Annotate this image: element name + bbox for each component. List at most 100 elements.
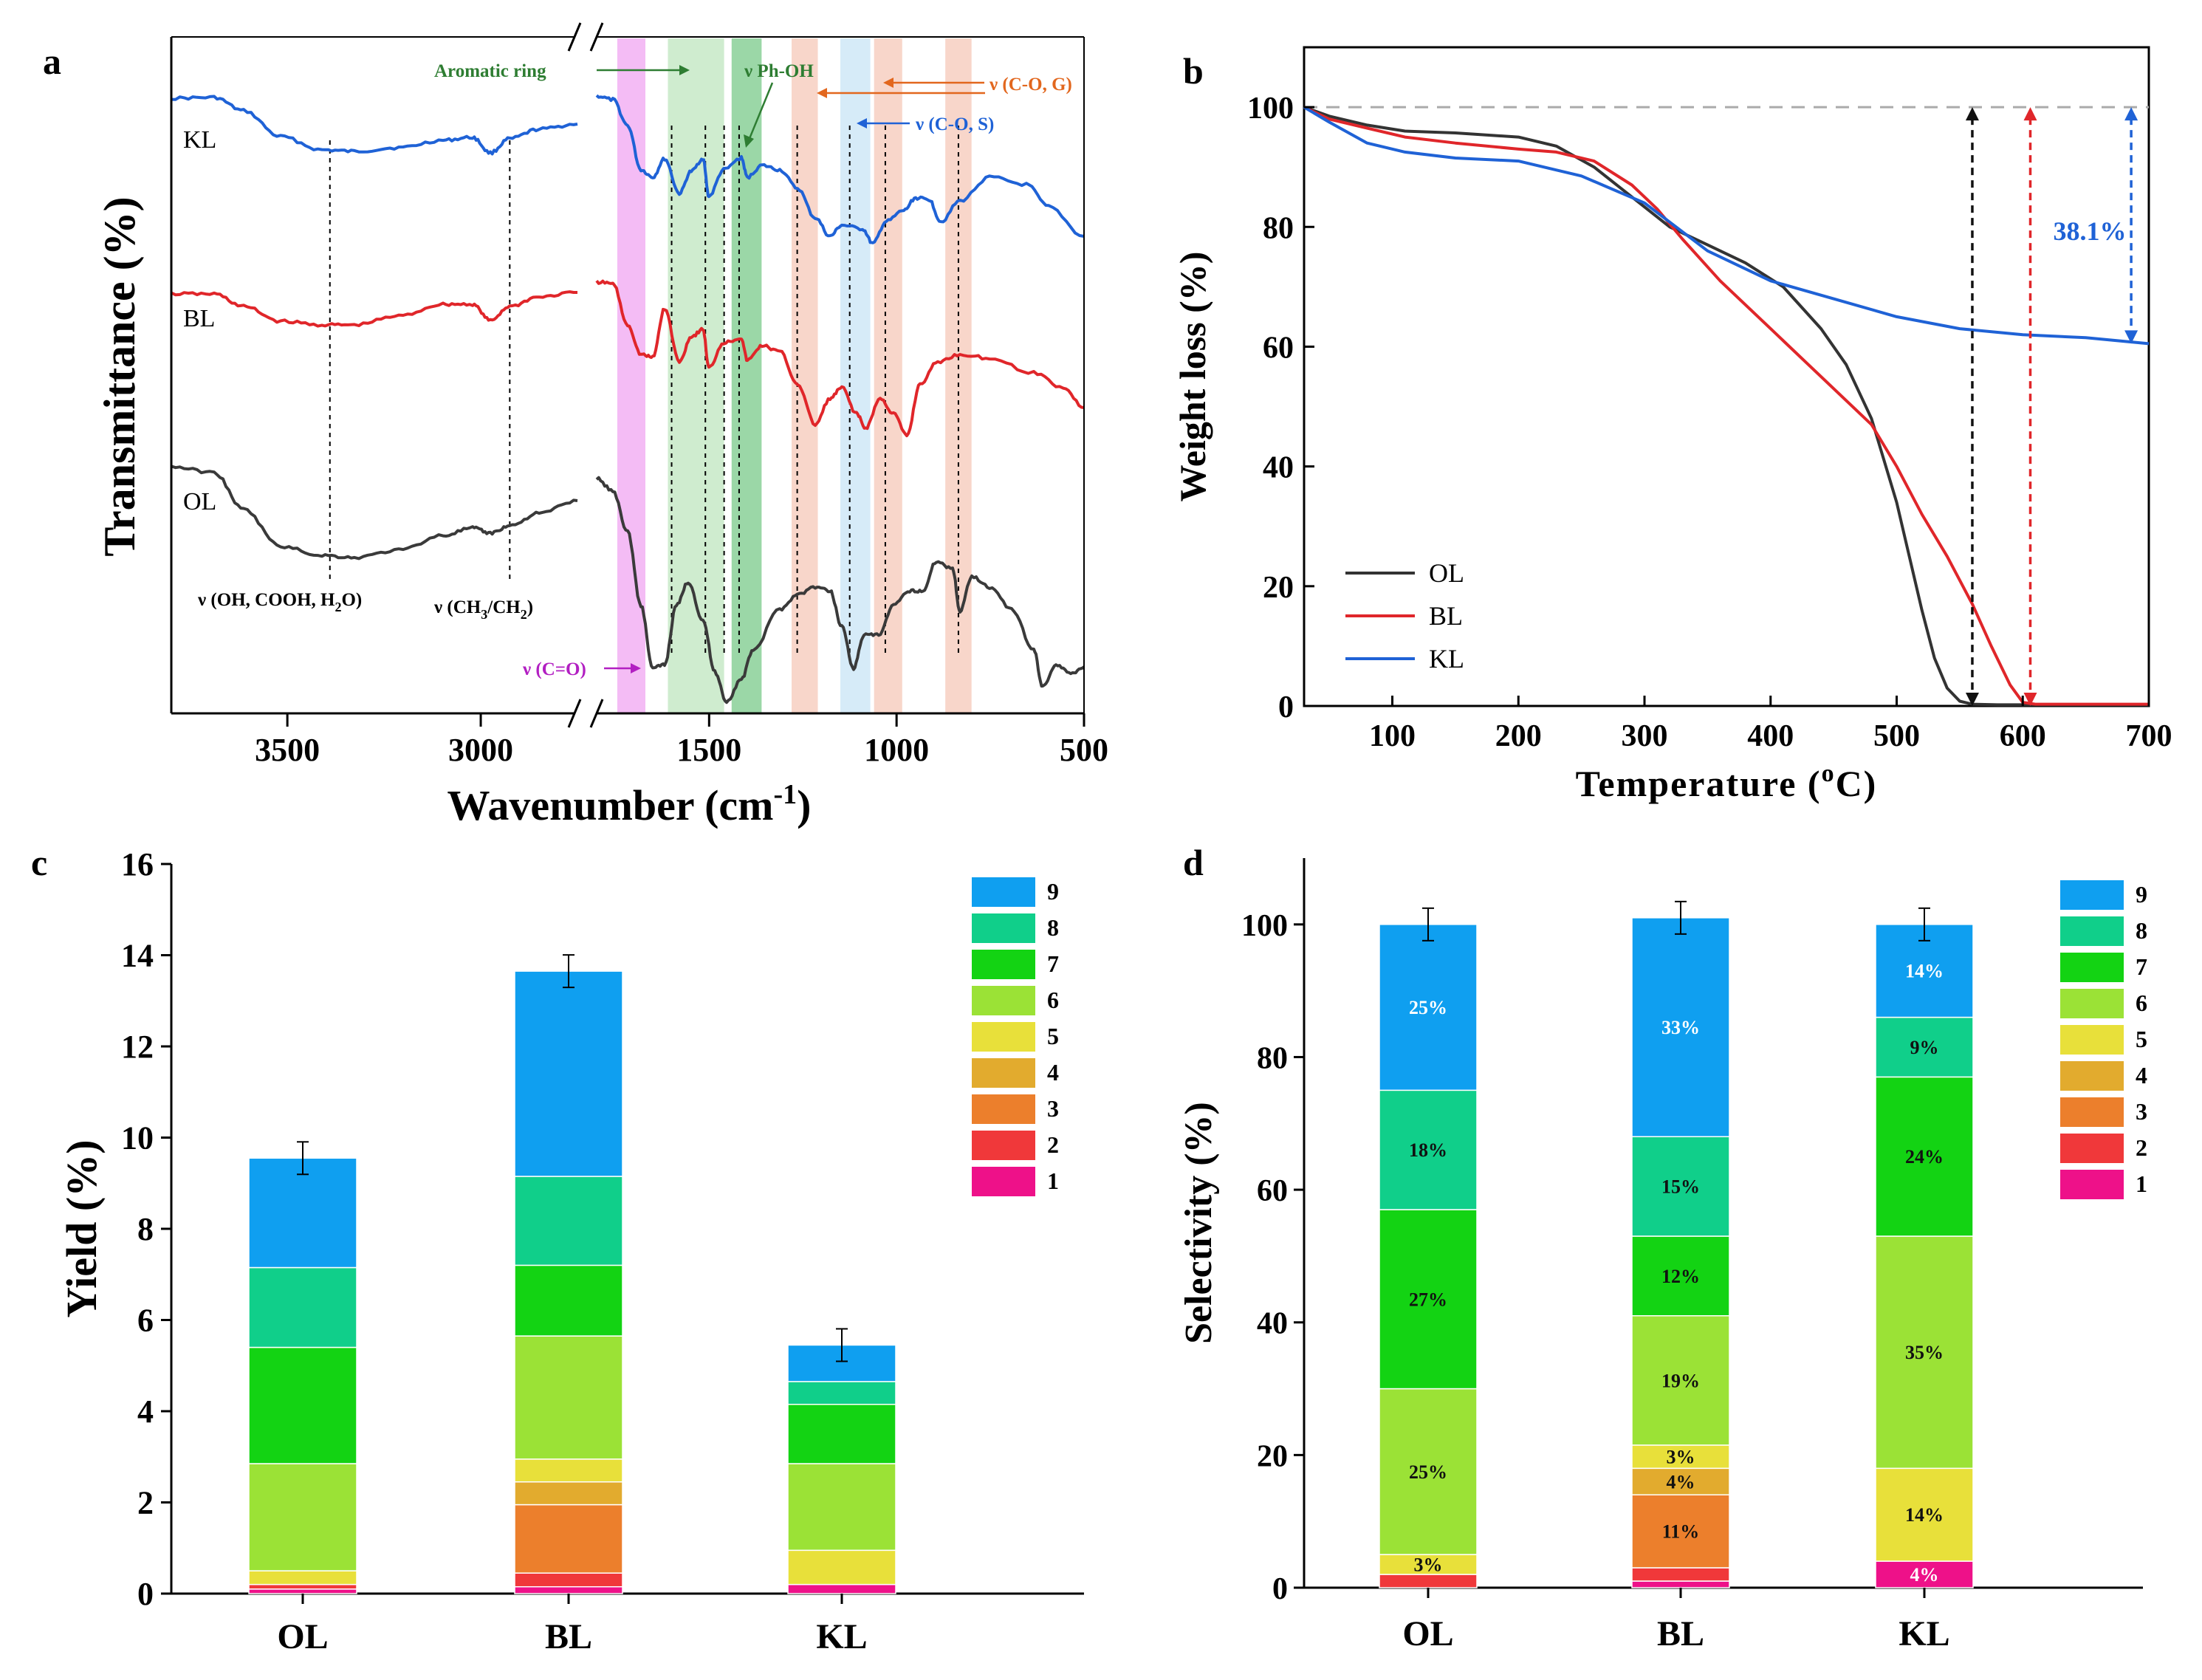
- ftir-y-axis-title: Transmittance (%): [95, 196, 144, 556]
- bar-kl-5: [1875, 1467, 1974, 1562]
- bar-label-kl-1: 4%: [1910, 1564, 1939, 1585]
- bar-ol-8: [248, 1266, 357, 1348]
- ftir-curve-kl: [171, 94, 1085, 244]
- legend-swatch-7: [972, 950, 1035, 979]
- yield-bars: [248, 954, 896, 1594]
- ftir-x-ticks: 3500 3000 1500 1000 500: [255, 713, 1108, 768]
- y-tick-label-20: 20: [1257, 1439, 1288, 1473]
- bar-label-bl-6: 19%: [1661, 1370, 1700, 1391]
- x-tick-label-bl: BL: [545, 1617, 592, 1656]
- bar-kl-7: [1875, 1076, 1974, 1237]
- bar-bl-8: [1631, 1136, 1730, 1237]
- legend-label-2: 2: [2136, 1134, 2147, 1161]
- band-4: [840, 38, 871, 713]
- bar-bl-7: [514, 1264, 623, 1337]
- bar-label-bl-8: 15%: [1661, 1176, 1700, 1198]
- ftir-x-tick-label-3000: 3000: [448, 732, 513, 768]
- y-tick-label-60: 60: [1257, 1174, 1288, 1208]
- ftir-curve-bl: [171, 279, 1085, 438]
- legend-label-9: 9: [2136, 881, 2147, 908]
- ftir-chart: 3500 3000 1500 1000 500 Wavenumber (cm-1) Tr…: [95, 22, 1108, 829]
- tga-x-tick-label-600: 600: [2000, 719, 2046, 753]
- tga-curve-bl: [1303, 106, 2149, 706]
- tga-y-tick-label-80: 80: [1263, 211, 1294, 245]
- legend-swatch-6: [2060, 989, 2124, 1018]
- bar-bl-1: [1631, 1580, 1730, 1588]
- legend-label-5: 5: [2136, 1026, 2147, 1052]
- band-0: [617, 38, 645, 713]
- y-tick-label-14: 14: [121, 938, 154, 974]
- selectivity-bars: 3% 25% 27% 18% 25% 11% 4% 3% 19% 12% 15% 33% 4% 14% 35…: [1379, 900, 1974, 1588]
- bar-ol-6: [1379, 1388, 1478, 1555]
- legend-label-3: 3: [1047, 1095, 1059, 1122]
- tga-x-tick-label-400: 400: [1747, 719, 1794, 753]
- annotation-c-o: ν (C=O): [522, 659, 586, 679]
- x-tick-label-ol: OL: [277, 1617, 328, 1656]
- legend-swatch-5: [972, 1022, 1035, 1052]
- panel-label-a: a: [43, 41, 61, 82]
- bar-kl-5: [787, 1549, 896, 1585]
- annotation-ph-oh: ν Ph-OH: [744, 61, 814, 81]
- ftir-peak-lines: [329, 126, 959, 657]
- yield-y-axis-title: Yield (%): [58, 1139, 106, 1317]
- legend-label-6: 6: [1047, 987, 1059, 1013]
- x-tick-label-ol: OL: [1402, 1614, 1453, 1653]
- y-tick-label-10: 10: [121, 1120, 154, 1156]
- legend-swatch-8: [972, 913, 1035, 943]
- tga-arrow-ol-head-bottom: [1965, 693, 1979, 706]
- bar-bl-6: [514, 1335, 623, 1460]
- arrowhead-co-g-2: [817, 88, 827, 98]
- bar-label-ol-9: 25%: [1409, 997, 1447, 1018]
- y-tick-label-16: 16: [121, 846, 154, 882]
- bar-label-bl-9: 33%: [1661, 1017, 1700, 1038]
- bar-label-ol-5: 3%: [1414, 1554, 1443, 1576]
- tga-annotation-38-1: 38.1%: [2054, 216, 2127, 246]
- ftir-x-tick-label-1500: 1500: [676, 732, 741, 768]
- legend-swatch-1: [972, 1167, 1035, 1196]
- bar-label-kl-7: 24%: [1905, 1146, 1944, 1168]
- tga-x-axis-title: Temperature (oC): [1576, 760, 1878, 804]
- tga-curve-kl: [1303, 106, 2150, 346]
- tga-y-tick-label-60: 60: [1263, 331, 1294, 365]
- bar-label-ol-7: 27%: [1409, 1289, 1447, 1310]
- tga-ticks: 100 200 300 400 500 600 700 0 20 40 60 80 100: [1247, 92, 2172, 753]
- legend-label-3: 3: [2136, 1098, 2147, 1125]
- tga-x-tick-label-300: 300: [1622, 719, 1668, 753]
- bar-ol-7: [248, 1346, 357, 1464]
- arrowhead-c-o: [631, 663, 641, 673]
- yield-legend: 9 8 7 6 5 4 3 2 1: [972, 877, 1059, 1196]
- bar-ol-6: [248, 1463, 357, 1571]
- legend-label-6: 6: [2136, 990, 2147, 1016]
- arrowhead-co-s: [857, 118, 867, 128]
- legend-label-8: 8: [2136, 917, 2147, 944]
- legend-swatch-5: [2060, 1025, 2124, 1055]
- series-label-bl: BL: [183, 305, 215, 332]
- ftir-curves: [171, 94, 1085, 704]
- panel-label-b: b: [1183, 50, 1204, 92]
- bar-bl-2: [1631, 1567, 1730, 1582]
- bar-bl-3: [1631, 1494, 1730, 1568]
- bar-ol-2: [1379, 1574, 1478, 1588]
- band-1: [668, 38, 724, 713]
- tga-x-tick-label-100: 100: [1369, 719, 1416, 753]
- bar-ol-9: [1379, 924, 1478, 1091]
- tga-arrow-kl-head-bottom: [2124, 330, 2138, 344]
- legend-swatch-8: [2060, 916, 2124, 946]
- tga-curve-ol: [1303, 106, 2149, 707]
- tga-x-tick-label-700: 700: [2126, 719, 2172, 753]
- bar-label-kl-9: 14%: [1905, 961, 1944, 982]
- legend-label-9: 9: [1047, 878, 1059, 905]
- legend-label-ol: OL: [1429, 558, 1464, 588]
- tga-y-tick-label-40: 40: [1263, 451, 1294, 485]
- legend-label-2: 2: [1047, 1131, 1059, 1158]
- bar-ol-7: [1379, 1209, 1478, 1390]
- selectivity-ticks: OL BL KL 0 20 40 60 80 100: [1241, 909, 1950, 1653]
- bar-bl-9: [1631, 917, 1730, 1137]
- bar-kl-8: [787, 1381, 896, 1405]
- legend-label-4: 4: [2136, 1062, 2147, 1088]
- legend-swatch-7: [2060, 953, 2124, 982]
- panel-label-d: d: [1183, 842, 1204, 883]
- tga-arrows: [1965, 107, 2138, 706]
- bar-kl-1: [1875, 1560, 1974, 1588]
